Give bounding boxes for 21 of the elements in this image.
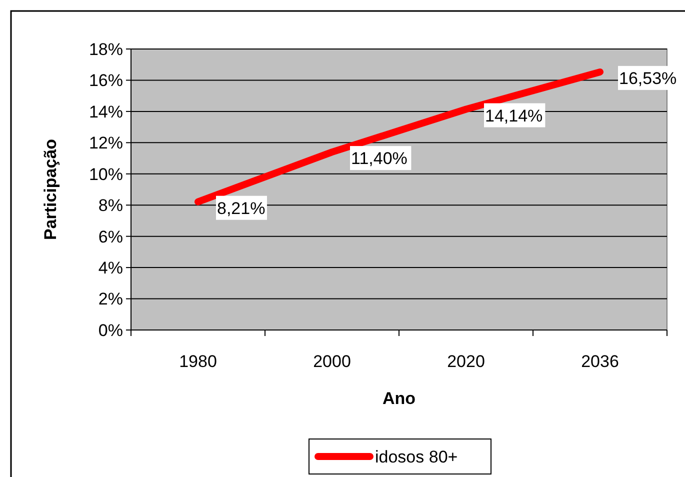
x-tick-label: 2020: [447, 352, 485, 371]
x-tick-label: 2036: [581, 352, 619, 371]
y-axis-title: Participação: [41, 138, 60, 240]
y-tick-label: 16%: [88, 71, 123, 90]
y-tick-label: 10%: [88, 164, 123, 184]
data-label: 16,53%: [619, 68, 677, 88]
y-tick-label: 8%: [98, 196, 123, 216]
data-label: 11,40%: [351, 149, 408, 168]
x-tick-label: 2000: [313, 352, 351, 371]
y-tick-label: 6%: [98, 227, 123, 246]
data-label: 14,14%: [485, 106, 543, 126]
legend-label: idosos 80+: [375, 447, 458, 466]
y-tick-label: 14%: [88, 102, 123, 122]
x-tick-label: 1980: [179, 352, 217, 371]
y-tick-label: 18%: [88, 40, 123, 59]
x-axis-title: Ano: [382, 389, 416, 408]
y-tick-label: 12%: [88, 134, 123, 153]
y-tick-label: 0%: [98, 320, 123, 340]
y-tick-label: 4%: [98, 258, 123, 278]
y-tick-label: 2%: [98, 290, 123, 309]
data-label: 8,21%: [217, 198, 266, 218]
